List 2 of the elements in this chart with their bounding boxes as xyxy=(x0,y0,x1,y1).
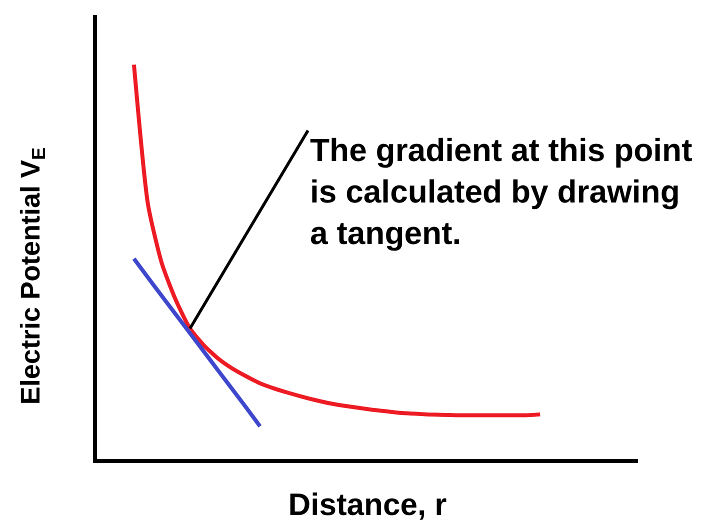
annotation: The gradient at this point is calculated by drawing a tangent. xyxy=(310,132,693,252)
x-axis-title: Distance, r xyxy=(288,487,447,522)
